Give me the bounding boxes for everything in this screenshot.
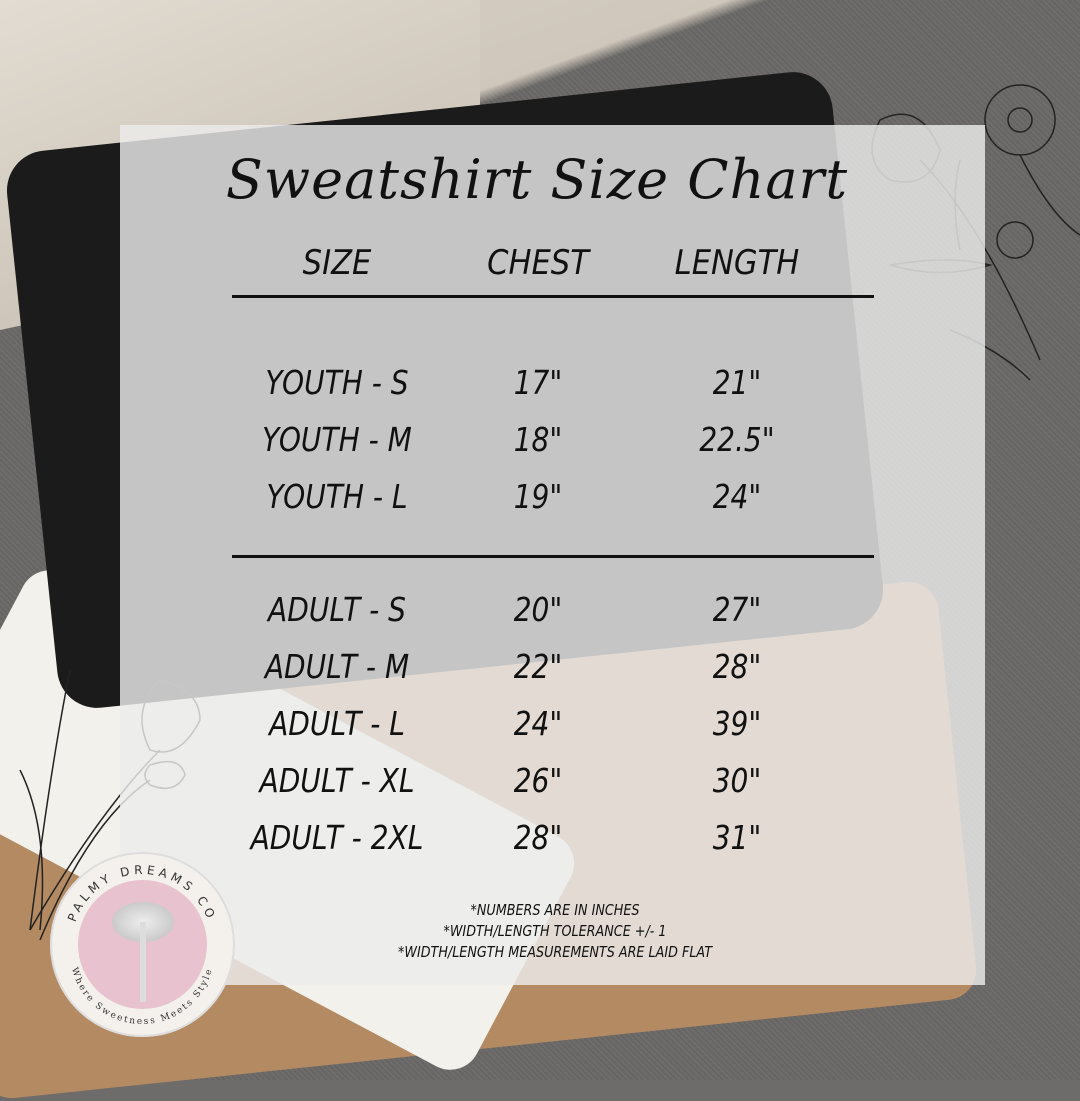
- youth-row-length: 21": [712, 363, 762, 402]
- youth-row-chest: 18": [513, 420, 563, 459]
- header-length: LENGTH: [674, 243, 800, 283]
- svg-text:PALMY DREAMS CO: PALMY DREAMS CO: [65, 863, 219, 924]
- brand-logo: PALMY DREAMS CO Where Sweetness Meets St…: [50, 852, 235, 1037]
- adult-row-length: 27": [712, 590, 762, 629]
- adult-row-chest: 20": [513, 590, 563, 629]
- youth-row-chest: 19": [513, 477, 563, 516]
- note-units: *NUMBERS ARE IN INCHES: [470, 901, 640, 919]
- youth-row-size: YOUTH - L: [266, 477, 408, 516]
- adult-row-size: ADULT - S: [268, 590, 406, 629]
- adult-row-length: 30": [712, 761, 762, 800]
- adult-row-length: 31": [712, 818, 762, 857]
- adult-row-chest: 22": [513, 647, 563, 686]
- adult-row-length: 28": [712, 647, 762, 686]
- svg-text:Where Sweetness Meets Style: Where Sweetness Meets Style: [69, 966, 215, 1027]
- adult-row-size: ADULT - 2XL: [250, 818, 424, 857]
- chart-title: Sweatshirt Size Chart: [225, 148, 849, 211]
- logo-name: PALMY DREAMS CO: [65, 863, 215, 924]
- adult-row-size: ADULT - L: [269, 704, 405, 743]
- adult-row-size: ADULT - M: [264, 647, 410, 686]
- header-chest: CHEST: [487, 243, 589, 283]
- header-divider: [232, 295, 874, 298]
- youth-row-size: YOUTH - S: [265, 363, 409, 402]
- youth-row-chest: 17": [513, 363, 563, 402]
- adult-row-chest: 26": [513, 761, 563, 800]
- note-tolerance: *WIDTH/LENGTH TOLERANCE +/- 1: [443, 922, 667, 940]
- adult-row-size: ADULT - XL: [259, 761, 415, 800]
- header-size: SIZE: [302, 243, 372, 283]
- logo-tagline: Where Sweetness Meets Style: [69, 966, 213, 1027]
- youth-row-size: YOUTH - M: [262, 420, 412, 459]
- youth-row-length: 22.5": [699, 420, 775, 459]
- adult-row-chest: 28": [513, 818, 563, 857]
- adult-row-length: 39": [712, 704, 762, 743]
- section-divider: [232, 555, 874, 558]
- youth-row-length: 24": [712, 477, 762, 516]
- note-laid-flat: *WIDTH/LENGTH MEASUREMENTS ARE LAID FLAT: [397, 943, 713, 961]
- adult-row-chest: 24": [513, 704, 563, 743]
